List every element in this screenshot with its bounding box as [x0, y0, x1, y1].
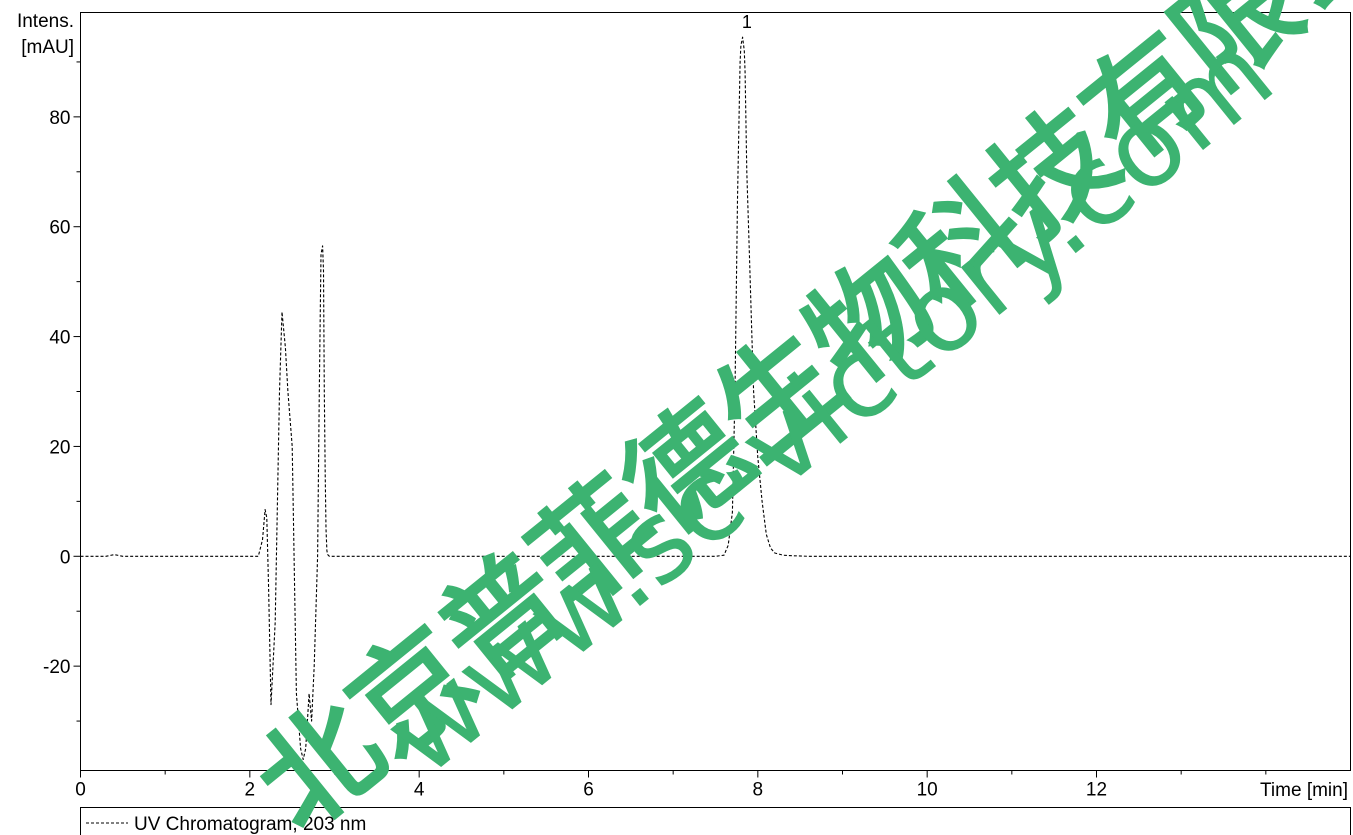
x-tick-label: 12	[1086, 780, 1107, 801]
legend-box	[80, 807, 1351, 835]
x-tick-label: 6	[583, 780, 594, 801]
y-axis-title-line2: [mAU]	[21, 37, 74, 58]
y-tick-label: 40	[49, 328, 70, 349]
x-tick-label: 0	[75, 780, 86, 801]
y-axis-title-line1: Intens.	[17, 11, 74, 32]
x-tick-label: 10	[917, 780, 938, 801]
y-tick-label: -20	[43, 657, 70, 678]
watermark-website: www.sc-victory.com	[360, 8, 1297, 801]
peak-label: 1	[742, 12, 752, 32]
y-tick-label: 80	[49, 108, 70, 129]
peak-annotations: 1	[742, 12, 752, 32]
series-layer	[80, 36, 1351, 761]
x-axis-ticks: 0 2 4 6 8 10 12	[75, 770, 1267, 801]
x-tick-label: 8	[753, 780, 764, 801]
legend-label: UV Chromatogram, 203 nm	[134, 814, 366, 835]
y-tick-label: 0	[60, 547, 71, 568]
y-tick-label: 20	[49, 437, 70, 458]
x-tick-label: 2	[245, 780, 256, 801]
x-tick-label: 4	[414, 780, 425, 801]
x-axis-title: Time [min]	[1260, 780, 1348, 801]
series-line	[80, 36, 1351, 761]
watermark: 北京普菲德生物科技有限公司 www.sc-victory.com	[231, 0, 1353, 835]
legend: UV Chromatogram, 203 nm	[80, 807, 1351, 835]
y-axis-ticks: -20 0 20 40 60 80	[43, 61, 81, 722]
y-tick-label: 60	[49, 218, 70, 239]
